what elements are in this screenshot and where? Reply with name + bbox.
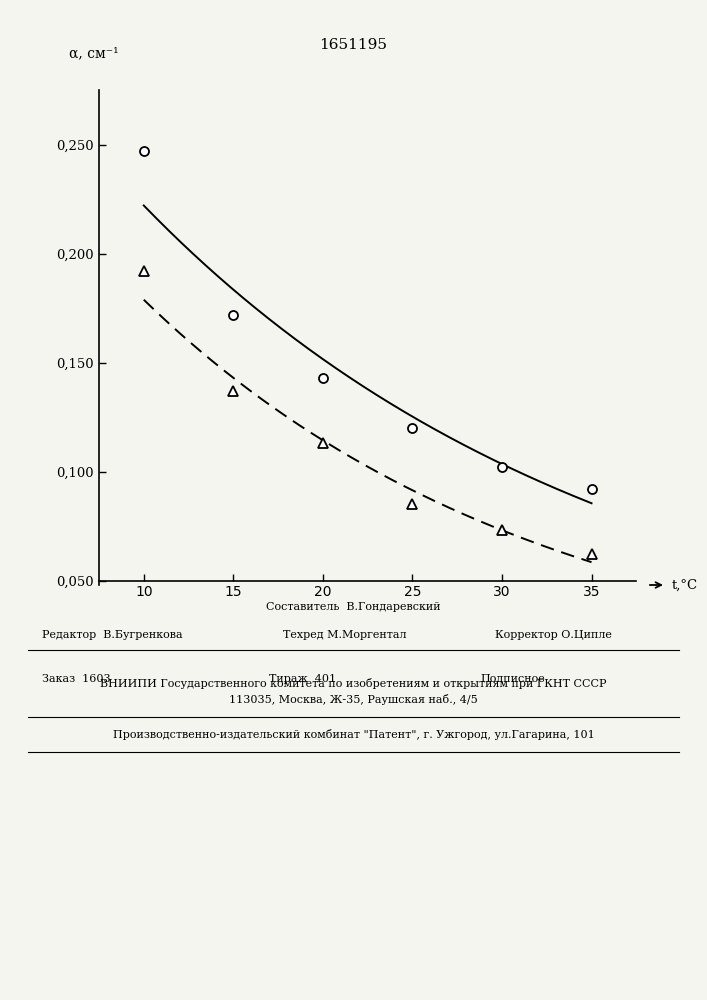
Text: Корректор О.Ципле: Корректор О.Ципле (495, 630, 612, 640)
Text: Тираж  401: Тираж 401 (269, 674, 336, 684)
Text: Заказ  1603: Заказ 1603 (42, 674, 111, 684)
Text: α, см⁻¹: α, см⁻¹ (69, 46, 119, 60)
Text: t,°C: t,°C (671, 578, 697, 591)
Text: Редактор  В.Бугренкова: Редактор В.Бугренкова (42, 630, 183, 640)
Text: 1651195: 1651195 (320, 38, 387, 52)
Text: Подписное: Подписное (481, 674, 546, 684)
Text: Производственно-издательский комбинат "Патент", г. Ужгород, ул.Гагарина, 101: Производственно-издательский комбинат "П… (112, 729, 595, 740)
Text: Техред М.Моргентал: Техред М.Моргентал (283, 630, 407, 640)
Text: Составитель  В.Гондаревский: Составитель В.Гондаревский (267, 602, 440, 612)
Text: ВНИИПИ Государственного комитета по изобретениям и открытиям при ГКНТ СССР: ВНИИПИ Государственного комитета по изоб… (100, 678, 607, 689)
Text: 113035, Москва, Ж-35, Раушская наб., 4/5: 113035, Москва, Ж-35, Раушская наб., 4/5 (229, 694, 478, 705)
